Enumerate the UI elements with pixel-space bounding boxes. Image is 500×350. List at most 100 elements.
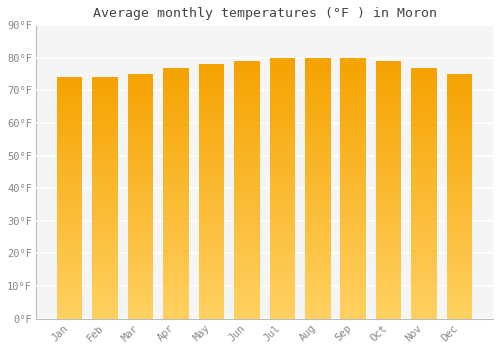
Bar — [270, 315, 295, 318]
Bar — [340, 244, 366, 247]
Bar — [234, 183, 260, 187]
Bar — [376, 261, 402, 264]
Bar — [57, 138, 82, 141]
Bar — [270, 87, 295, 90]
Bar — [128, 297, 154, 300]
Bar — [376, 283, 402, 286]
Bar — [128, 150, 154, 154]
Bar — [447, 74, 472, 77]
Bar — [412, 159, 437, 162]
Bar — [198, 138, 224, 141]
Bar — [340, 162, 366, 166]
Bar — [128, 242, 154, 245]
Bar — [270, 302, 295, 306]
Bar — [305, 247, 330, 250]
Bar — [198, 144, 224, 147]
Bar — [92, 111, 118, 114]
Bar — [92, 255, 118, 258]
Bar — [270, 237, 295, 240]
Bar — [340, 247, 366, 250]
Bar — [412, 68, 437, 71]
Bar — [412, 287, 437, 290]
Bar — [270, 257, 295, 260]
Bar — [57, 313, 82, 316]
Bar — [57, 195, 82, 198]
Bar — [92, 162, 118, 165]
Bar — [270, 208, 295, 211]
Bar — [92, 279, 118, 282]
Bar — [412, 105, 437, 108]
Bar — [447, 157, 472, 160]
Bar — [234, 235, 260, 238]
Bar — [270, 58, 295, 61]
Bar — [447, 92, 472, 96]
Bar — [57, 129, 82, 132]
Bar — [92, 86, 118, 90]
Bar — [340, 104, 366, 107]
Bar — [198, 271, 224, 274]
Bar — [163, 224, 188, 228]
Bar — [128, 154, 154, 157]
Bar — [305, 182, 330, 185]
Bar — [412, 284, 437, 287]
Bar — [305, 58, 330, 61]
Bar — [305, 117, 330, 120]
Bar — [270, 231, 295, 234]
Bar — [447, 163, 472, 166]
Bar — [305, 71, 330, 74]
Bar — [447, 154, 472, 157]
Bar — [198, 287, 224, 290]
Bar — [376, 203, 402, 206]
Bar — [305, 312, 330, 315]
Bar — [57, 102, 82, 105]
Bar — [412, 136, 437, 140]
Bar — [92, 300, 118, 303]
Bar — [412, 181, 437, 184]
Bar — [92, 316, 118, 318]
Bar — [163, 165, 188, 168]
Bar — [198, 306, 224, 309]
Bar — [128, 315, 154, 318]
Bar — [128, 248, 154, 251]
Bar — [412, 218, 437, 221]
Bar — [412, 149, 437, 152]
Bar — [234, 302, 260, 306]
Bar — [412, 155, 437, 159]
Bar — [57, 240, 82, 243]
Bar — [412, 268, 437, 272]
Bar — [270, 273, 295, 276]
Bar — [92, 174, 118, 177]
Bar — [305, 90, 330, 94]
Bar — [447, 285, 472, 288]
Bar — [270, 61, 295, 64]
Bar — [447, 160, 472, 163]
Bar — [376, 257, 402, 261]
Bar — [270, 312, 295, 315]
Bar — [57, 222, 82, 225]
Bar — [412, 93, 437, 96]
Bar — [376, 190, 402, 193]
Bar — [412, 96, 437, 99]
Bar — [412, 243, 437, 246]
Bar — [163, 281, 188, 284]
Bar — [234, 135, 260, 138]
Bar — [57, 98, 82, 101]
Bar — [305, 231, 330, 234]
Bar — [340, 201, 366, 204]
Bar — [376, 241, 402, 245]
Bar — [128, 193, 154, 196]
Bar — [340, 97, 366, 100]
Bar — [198, 284, 224, 287]
Bar — [163, 253, 188, 256]
Bar — [57, 80, 82, 83]
Bar — [270, 211, 295, 214]
Bar — [163, 140, 188, 143]
Bar — [305, 156, 330, 159]
Bar — [57, 316, 82, 318]
Bar — [305, 169, 330, 172]
Bar — [234, 180, 260, 183]
Bar — [198, 312, 224, 315]
Bar — [340, 263, 366, 266]
Bar — [198, 74, 224, 77]
Bar — [92, 267, 118, 270]
